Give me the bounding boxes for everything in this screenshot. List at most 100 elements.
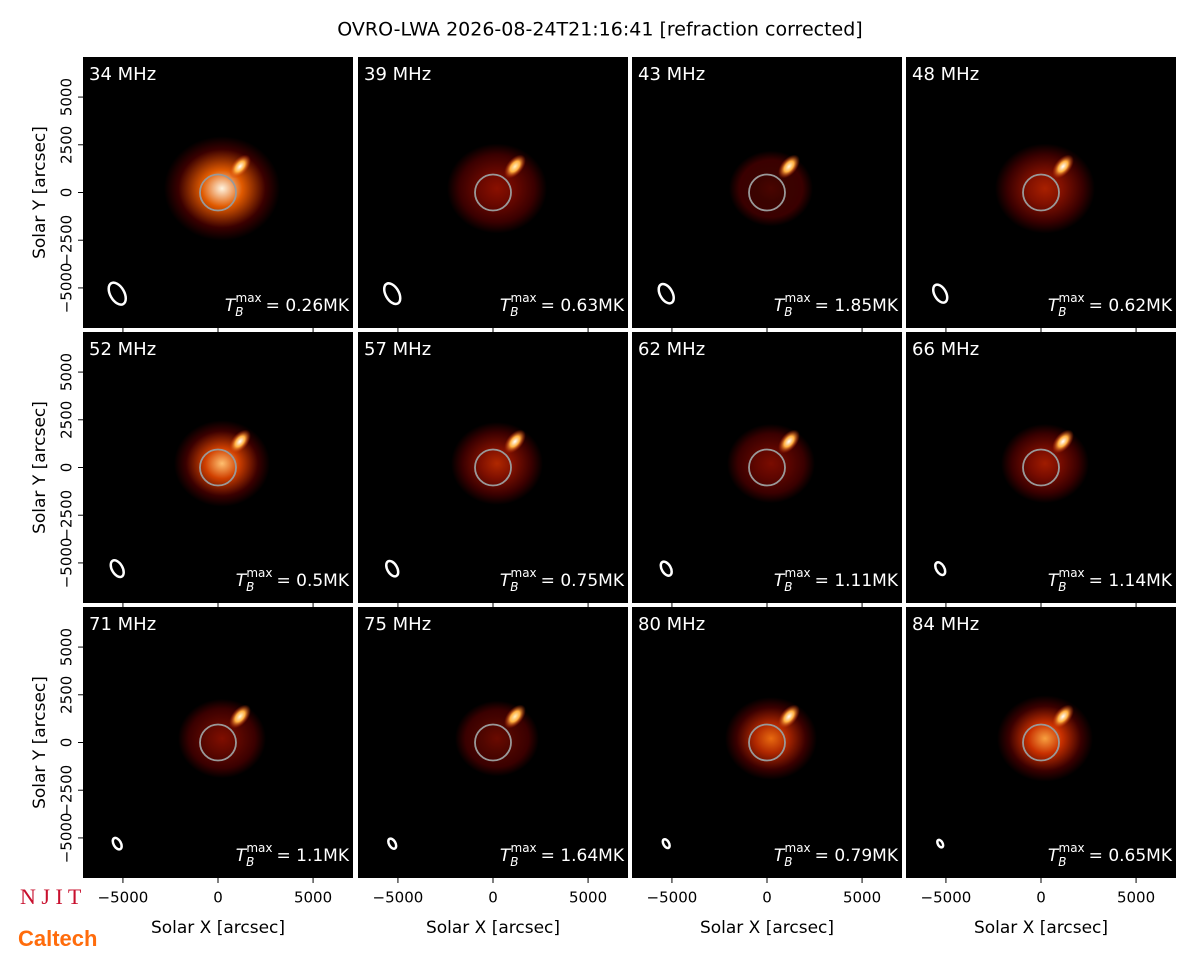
tb-symbol: T bbox=[1048, 296, 1060, 316]
tb-symbol: T bbox=[1048, 571, 1060, 591]
x-axis-label: Solar X [arcsec] bbox=[426, 918, 560, 938]
beam bbox=[107, 281, 128, 306]
tb-symbol: T bbox=[236, 571, 248, 591]
radio-source bbox=[447, 143, 547, 234]
beam bbox=[661, 838, 671, 850]
frequency-label: 80 MHz bbox=[638, 614, 705, 635]
tb-sup: max bbox=[785, 841, 811, 855]
radio-source bbox=[178, 698, 266, 779]
tb-sub: B bbox=[1058, 580, 1066, 594]
frequency-label: 75 MHz bbox=[364, 614, 431, 635]
tmax-value: = 0.63MK bbox=[541, 296, 625, 316]
y-tick-label: −2500 bbox=[58, 490, 76, 541]
y-tick-label: 0 bbox=[58, 188, 76, 198]
radio-source bbox=[995, 143, 1095, 234]
bright-source bbox=[229, 704, 251, 729]
beam bbox=[657, 282, 675, 305]
njit-logo: N J I T bbox=[20, 884, 82, 909]
bright-source bbox=[229, 429, 251, 454]
frequency-label: 66 MHz bbox=[912, 339, 979, 360]
bright-source bbox=[229, 154, 251, 179]
bright-source bbox=[1052, 704, 1074, 729]
caltech-logo: Caltech bbox=[18, 926, 97, 951]
tb-sub: B bbox=[1058, 305, 1066, 319]
beam bbox=[936, 838, 945, 849]
tmax-value: = 1.14MK bbox=[1089, 571, 1173, 591]
x-tick-label: 5000 bbox=[1117, 889, 1155, 907]
tb-sub: B bbox=[246, 580, 254, 594]
solar-limb bbox=[199, 448, 237, 487]
frequency-label: 48 MHz bbox=[912, 64, 979, 85]
bright-source bbox=[778, 704, 800, 729]
y-tick-label: −5000 bbox=[58, 538, 76, 589]
tb-symbol: T bbox=[774, 571, 786, 591]
y-tick-label: 2500 bbox=[58, 401, 76, 439]
tmax-value: = 0.65MK bbox=[1089, 846, 1173, 866]
tmax-label: TBmax = 0.26MK bbox=[225, 291, 350, 319]
y-tick-label: −5000 bbox=[58, 263, 76, 314]
solar-limb bbox=[748, 723, 786, 762]
solar-limb bbox=[474, 723, 512, 762]
solar-limb bbox=[1022, 448, 1060, 487]
x-tick-label: −5000 bbox=[647, 889, 698, 907]
tb-sub: B bbox=[510, 305, 518, 319]
tb-symbol: T bbox=[500, 296, 512, 316]
tb-sup: max bbox=[1059, 291, 1085, 305]
y-tick-label: −2500 bbox=[58, 215, 76, 266]
radio-source bbox=[997, 695, 1093, 782]
tb-symbol: T bbox=[500, 846, 512, 866]
tmax-label: TBmax = 1.11MK bbox=[774, 566, 899, 594]
tb-symbol: T bbox=[1048, 846, 1060, 866]
beam bbox=[109, 559, 125, 579]
y-tick-label: 5000 bbox=[58, 78, 76, 116]
tb-sup: max bbox=[246, 566, 272, 580]
y-tick-label: 2500 bbox=[58, 126, 76, 164]
tb-sup: max bbox=[246, 841, 272, 855]
tb-sup: max bbox=[1059, 841, 1085, 855]
tmax-value: = 0.62MK bbox=[1089, 296, 1173, 316]
tb-sub: B bbox=[235, 305, 243, 319]
radio-source bbox=[174, 420, 270, 507]
tb-sup: max bbox=[785, 291, 811, 305]
y-axis-label: Solar Y [arcsec] bbox=[30, 126, 50, 259]
radio-source bbox=[729, 150, 813, 227]
tmax-label: TBmax = 0.63MK bbox=[500, 291, 625, 319]
tb-sup: max bbox=[511, 841, 537, 855]
radio-source bbox=[1001, 423, 1089, 504]
y-tick-label: −2500 bbox=[58, 765, 76, 816]
tmax-label: TBmax = 0.79MK bbox=[774, 841, 899, 869]
tmax-label: TBmax = 1.1MK bbox=[236, 841, 350, 869]
solar-limb bbox=[1022, 173, 1060, 212]
radio-source bbox=[725, 697, 817, 780]
beam bbox=[382, 282, 402, 306]
beam bbox=[931, 283, 949, 304]
bright-source bbox=[504, 429, 526, 454]
x-tick-label: −5000 bbox=[373, 889, 424, 907]
frequency-label: 34 MHz bbox=[89, 64, 156, 85]
frequency-label: 71 MHz bbox=[89, 614, 156, 635]
y-tick-label: 5000 bbox=[58, 353, 76, 391]
tb-sub: B bbox=[1058, 855, 1066, 869]
x-tick-label: 0 bbox=[213, 889, 223, 907]
tb-sub: B bbox=[784, 580, 792, 594]
beam bbox=[111, 836, 123, 851]
x-tick-label: 0 bbox=[1036, 889, 1046, 907]
tmax-value: = 0.79MK bbox=[815, 846, 899, 866]
bright-source bbox=[504, 704, 526, 729]
tmax-label: TBmax = 1.64MK bbox=[500, 841, 625, 869]
radio-source bbox=[164, 136, 280, 241]
frequency-label: 84 MHz bbox=[912, 614, 979, 635]
bright-source bbox=[504, 154, 526, 179]
solar-limb bbox=[474, 173, 512, 212]
tmax-label: TBmax = 1.14MK bbox=[1048, 566, 1173, 594]
beam bbox=[659, 560, 673, 577]
beam bbox=[934, 561, 947, 577]
tb-symbol: T bbox=[225, 296, 237, 316]
x-tick-label: −5000 bbox=[98, 889, 149, 907]
beam bbox=[387, 837, 398, 850]
frequency-label: 57 MHz bbox=[364, 339, 431, 360]
bright-source bbox=[778, 154, 800, 179]
solar-limb bbox=[748, 173, 786, 212]
tmax-label: TBmax = 0.5MK bbox=[236, 566, 350, 594]
frequency-label: 43 MHz bbox=[638, 64, 705, 85]
